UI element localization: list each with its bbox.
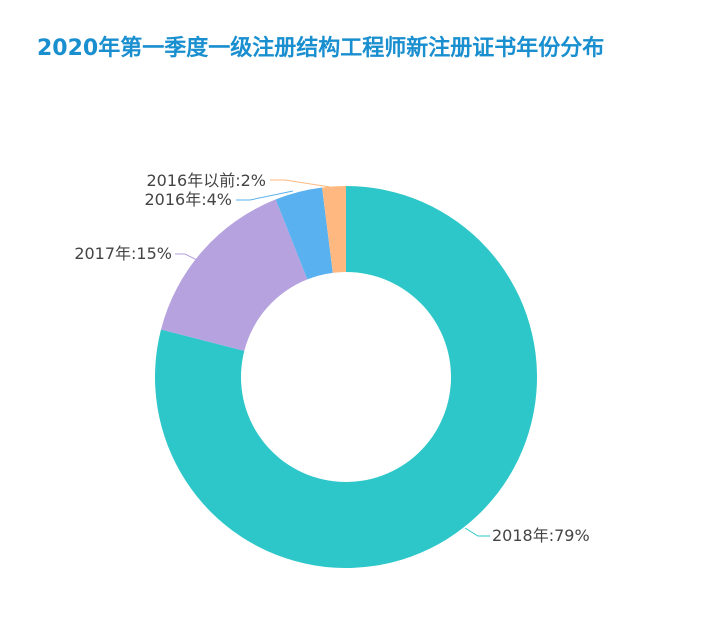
chart-title: 2020年第一季度一级注册结构工程师新注册证书年份分布 [37,36,605,61]
donut-slice-3 [322,186,346,273]
label-leader-line [270,179,331,188]
donut-slice-0 [155,186,537,568]
label-leader-line [175,253,208,266]
slice-label: 2016年以前:2% [147,171,267,190]
label-leader-line [236,190,294,201]
donut-slice-2 [275,187,333,280]
slice-label: 2018年:79% [492,526,590,545]
label-leader-line [464,527,490,537]
slice-label: 2017年:15% [74,244,172,263]
slice-label: 2016年:4% [145,190,233,209]
donut-slice-1 [161,199,308,351]
